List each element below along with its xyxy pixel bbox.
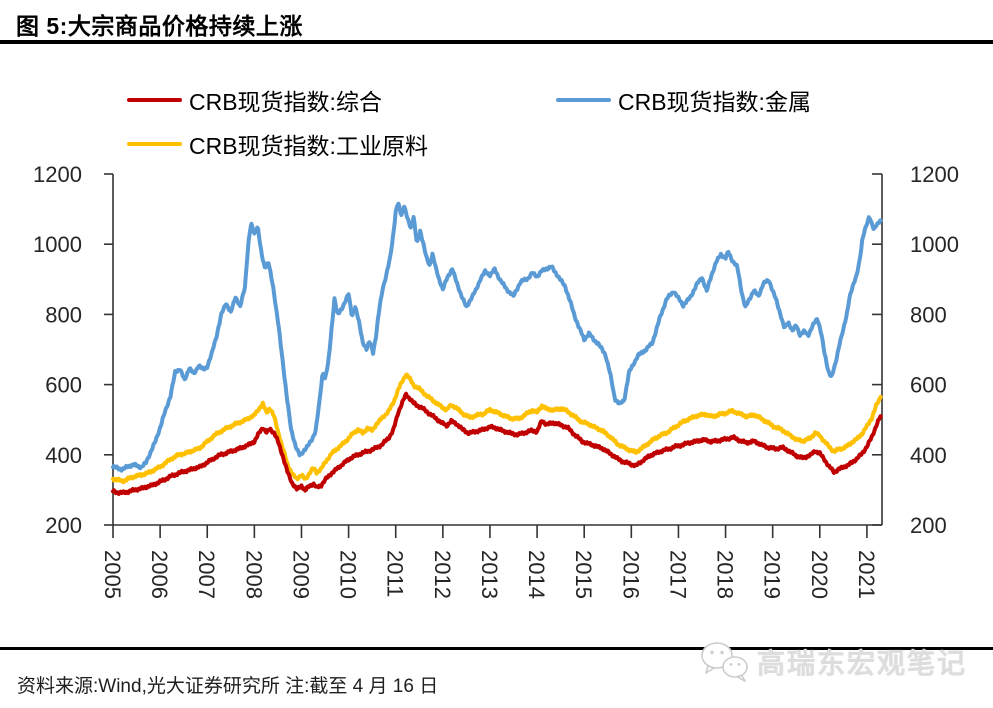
title-rule xyxy=(0,40,993,44)
y-tick-label-right: 1200 xyxy=(910,162,959,187)
footer-rule xyxy=(0,647,993,650)
legend-item-industrial: CRB现货指数:工业原料 xyxy=(127,130,428,159)
figure-title: 图 5:大宗商品价格持续上涨 xyxy=(16,13,303,39)
y-tick-label-right: 400 xyxy=(910,443,947,468)
y-tick-label-left: 1200 xyxy=(33,162,82,187)
legend-swatch-metals xyxy=(556,97,611,103)
x-tick-label: 2018 xyxy=(713,550,738,599)
x-tick-label: 2014 xyxy=(524,550,549,599)
x-tick-label: 2005 xyxy=(100,550,125,599)
x-tick-label: 2010 xyxy=(336,550,361,599)
x-tick-label: 2013 xyxy=(477,550,502,599)
x-tick-label: 2015 xyxy=(571,550,596,599)
x-tick-label: 2011 xyxy=(383,550,408,597)
x-tick-label: 2007 xyxy=(194,550,219,599)
series-line-1 xyxy=(111,372,883,485)
x-tick-label: 2006 xyxy=(147,550,172,599)
legend-item-metals: CRB现货指数:金属 xyxy=(556,86,811,115)
x-tick-label: 2009 xyxy=(288,550,313,599)
legend-label-composite: CRB现货指数:综合 xyxy=(189,89,382,115)
x-tick-label: 2019 xyxy=(760,550,785,599)
y-tick-label-left: 600 xyxy=(45,373,82,398)
legend-item-composite: CRB现货指数:综合 xyxy=(127,86,382,115)
series-line-2 xyxy=(111,391,883,496)
x-tick-label: 2021 xyxy=(854,550,879,599)
legend-label-metals: CRB现货指数:金属 xyxy=(618,89,811,115)
y-tick-label-left: 200 xyxy=(45,513,82,538)
y-tick-label-right: 200 xyxy=(910,513,947,538)
x-tick-label: 2016 xyxy=(618,550,643,599)
series-line-0 xyxy=(111,201,883,473)
x-tick-label: 2020 xyxy=(807,550,832,599)
legend-swatch-composite xyxy=(127,97,182,103)
y-tick-label-left: 1000 xyxy=(33,232,82,257)
legend-swatch-industrial xyxy=(127,141,182,147)
y-tick-label-right: 600 xyxy=(910,373,947,398)
legend-label-industrial: CRB现货指数:工业原料 xyxy=(189,133,428,159)
x-tick-label: 2012 xyxy=(430,550,455,599)
y-tick-label-left: 400 xyxy=(45,443,82,468)
source-note: 资料来源:Wind,光大证券研究所 注:截至 4 月 16 日 xyxy=(17,676,439,697)
y-tick-label-left: 800 xyxy=(45,302,82,327)
x-tick-label: 2017 xyxy=(665,550,690,599)
y-tick-label-right: 800 xyxy=(910,302,947,327)
x-tick-label: 2008 xyxy=(241,550,266,599)
y-tick-label-right: 1000 xyxy=(910,232,959,257)
